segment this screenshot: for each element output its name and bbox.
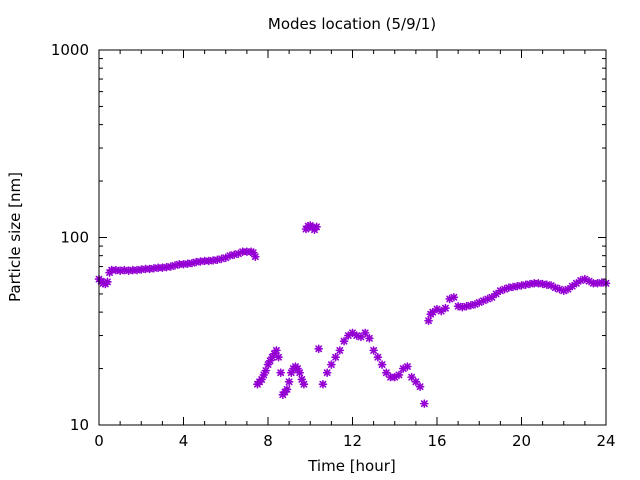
data-point xyxy=(322,368,332,378)
data-point xyxy=(312,222,321,232)
x-tick-label: 20 xyxy=(512,432,531,450)
data-point xyxy=(272,346,281,355)
x-tick-label: 8 xyxy=(263,432,273,450)
data-point xyxy=(276,368,285,378)
data-point xyxy=(335,346,345,355)
plot-frame xyxy=(98,49,607,426)
y-tick-label: 10 xyxy=(70,416,89,434)
y-tick-label: 1000 xyxy=(51,41,89,59)
x-tick-label: 4 xyxy=(179,432,189,450)
x-tick-label: 0 xyxy=(94,432,104,450)
tick-marks xyxy=(98,50,607,426)
data-point xyxy=(318,379,328,389)
y-tick-label: 100 xyxy=(60,229,89,247)
data-point xyxy=(282,385,292,394)
data-point xyxy=(284,377,294,387)
data-point xyxy=(403,362,412,371)
data-point xyxy=(369,346,378,355)
data-point xyxy=(394,370,404,380)
data-point xyxy=(441,303,450,313)
data-point xyxy=(365,334,374,343)
data-point xyxy=(261,366,271,375)
data-point xyxy=(449,292,459,302)
data-point xyxy=(504,283,514,292)
data-point xyxy=(331,352,340,362)
data-point xyxy=(274,352,283,362)
x-axis-label: Time [hour] xyxy=(307,457,396,475)
data-point xyxy=(360,328,370,338)
x-tick-label: 16 xyxy=(427,432,446,450)
data-point xyxy=(420,399,429,408)
tick-labels: 0 4 8 12 16 20 24 10 100 1000 xyxy=(51,41,616,450)
data-point xyxy=(299,379,309,389)
data-point xyxy=(415,382,425,392)
data-point xyxy=(572,278,581,288)
chart-title: Modes location (5/9/1) xyxy=(268,15,436,33)
x-tick-label: 24 xyxy=(596,432,615,450)
data-point xyxy=(251,252,260,261)
data-point xyxy=(327,360,336,369)
x-tick-label: 12 xyxy=(343,432,362,450)
y-axis-label: Particle size [nm] xyxy=(6,172,24,302)
data-point xyxy=(424,316,433,325)
data-point xyxy=(563,284,573,294)
data-point xyxy=(183,259,193,268)
data-point xyxy=(295,368,304,378)
data-point xyxy=(373,352,383,362)
data-point xyxy=(491,289,501,299)
data-point xyxy=(234,249,243,258)
data-point xyxy=(436,306,446,316)
data-point xyxy=(314,344,324,354)
data-point xyxy=(339,336,349,346)
data-points xyxy=(94,221,611,408)
data-point xyxy=(103,277,112,287)
data-point xyxy=(377,360,387,369)
